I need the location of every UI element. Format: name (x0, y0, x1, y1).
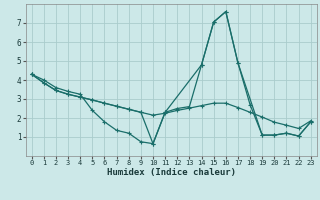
X-axis label: Humidex (Indice chaleur): Humidex (Indice chaleur) (107, 168, 236, 177)
